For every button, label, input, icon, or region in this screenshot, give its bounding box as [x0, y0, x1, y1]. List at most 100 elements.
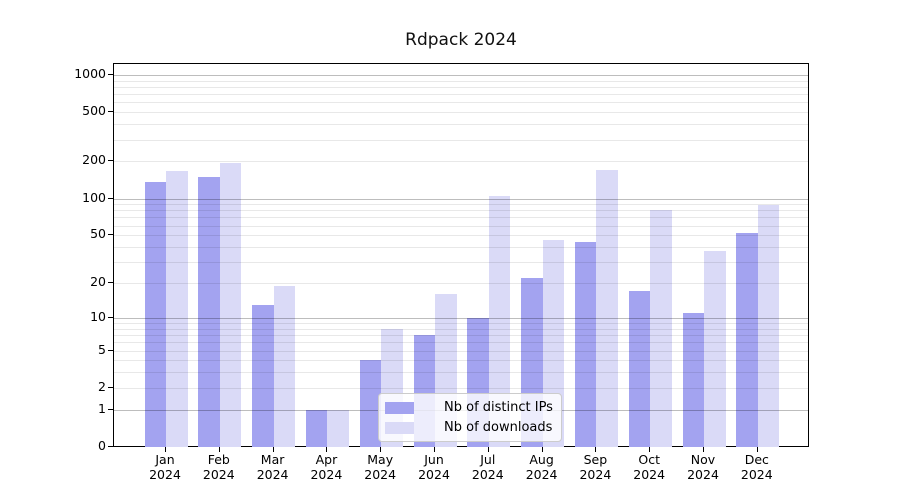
bar-downloads-jul: [488, 196, 511, 447]
legend-label: Nb of downloads: [444, 420, 553, 435]
minor-gridline: [114, 360, 808, 362]
bar-distinct-ips-sep: [574, 242, 597, 447]
minor-gridline: [114, 350, 808, 352]
minor-gridline: [114, 328, 808, 330]
x-tick-month: Jun: [424, 452, 444, 467]
minor-gridline: [114, 102, 808, 104]
bar-distinct-ips-mar: [252, 304, 274, 447]
y-tick-label: 200: [82, 152, 106, 168]
y-tick-mark: [108, 408, 113, 410]
y-tick-label: 20: [90, 274, 106, 289]
x-tick-month: Nov: [690, 452, 716, 467]
minor-gridline: [114, 86, 808, 88]
x-tick-mark: [380, 447, 382, 452]
bar-downloads-jan: [166, 170, 188, 447]
x-tick-mark: [756, 447, 758, 452]
bar-downloads-oct: [650, 210, 672, 447]
x-tick-mark: [272, 447, 274, 452]
minor-gridline: [114, 124, 808, 126]
y-tick-mark: [108, 282, 113, 283]
bar-downloads-apr: [327, 409, 349, 447]
x-tick-year: 2024: [740, 467, 773, 482]
y-tick-label: 1: [98, 400, 106, 416]
bar-distinct-ips-nov: [682, 313, 704, 447]
x-tick-mark: [326, 447, 328, 452]
x-tick-year: 2024: [149, 467, 181, 482]
minor-gridline: [114, 387, 808, 389]
y-tick-mark: [108, 111, 113, 113]
y-tick-mark: [108, 446, 113, 447]
bar-distinct-ips-jan: [144, 182, 166, 447]
x-tick-month: Dec: [744, 452, 769, 467]
bar-distinct-ips-may: [359, 360, 382, 447]
y-tick-mark: [108, 386, 113, 388]
minor-gridline: [114, 80, 808, 82]
x-tick-month: Sep: [583, 452, 608, 467]
x-tick-month: Jan: [155, 452, 175, 467]
x-tick-mark: [649, 447, 651, 452]
x-tick-month: Mar: [260, 452, 285, 467]
bar-downloads-dec: [757, 205, 780, 447]
x-tick-year: 2024: [471, 467, 504, 482]
minor-gridline: [114, 235, 808, 237]
legend-item: Nb of distinct IPs: [385, 399, 553, 416]
legend-swatch-downloads-icon: [385, 421, 414, 434]
x-tick-label: Jun 2024: [402, 452, 466, 482]
x-tick-label: Mar 2024: [241, 452, 305, 482]
y-tick-label: 10: [90, 308, 106, 324]
x-tick-label: Sep 2024: [563, 452, 627, 482]
y-tick-mark: [108, 197, 113, 199]
x-tick-mark: [434, 447, 435, 452]
x-tick-label: Feb 2024: [187, 452, 251, 482]
x-tick-year: 2024: [525, 467, 558, 482]
legend-item: Nb of downloads: [385, 419, 553, 436]
minor-gridline: [114, 161, 808, 163]
minor-gridline: [114, 112, 808, 114]
x-tick-month: Apr: [315, 452, 338, 467]
x-tick-label: Jul 2024: [456, 452, 520, 482]
bar-distinct-ips-oct: [628, 291, 651, 447]
minor-gridline: [114, 247, 808, 248]
x-tick-year: 2024: [687, 467, 719, 482]
y-tick-label: 2: [98, 378, 106, 394]
bar-downloads-sep: [596, 170, 618, 447]
x-tick-year: 2024: [579, 467, 612, 482]
x-tick-month: Aug: [529, 452, 554, 467]
legend-label: Nb of distinct IPs: [444, 400, 553, 415]
y-tick-label: 5: [98, 341, 106, 357]
x-tick-mark: [541, 447, 543, 452]
major-gridline: [114, 198, 808, 200]
minor-gridline: [114, 262, 808, 264]
x-tick-month: May: [367, 452, 394, 467]
y-tick-mark: [108, 349, 113, 351]
y-tick-mark: [108, 316, 113, 318]
x-tick-label: Apr 2024: [294, 452, 358, 482]
x-tick-month: Jul: [480, 452, 496, 467]
minor-gridline: [114, 335, 808, 336]
x-tick-mark: [703, 447, 704, 452]
x-tick-year: 2024: [202, 467, 235, 482]
major-gridline: [114, 74, 808, 76]
plot-area: [113, 63, 809, 447]
x-tick-mark: [165, 447, 166, 452]
y-tick-label: 50: [90, 226, 106, 242]
x-tick-month: Oct: [638, 452, 660, 467]
x-tick-label: Jan 2024: [133, 452, 197, 482]
bar-distinct-ips-feb: [198, 176, 220, 447]
bar-downloads-mar: [273, 285, 296, 447]
x-tick-label: Nov 2024: [671, 452, 735, 482]
x-tick-mark: [218, 447, 220, 452]
y-tick-label: 0: [98, 438, 106, 453]
x-tick-mark: [595, 447, 597, 452]
x-tick-month: Feb: [207, 452, 230, 467]
x-tick-year: 2024: [633, 467, 666, 482]
minor-gridline: [114, 210, 808, 212]
minor-gridline: [114, 217, 808, 219]
x-tick-label: Aug 2024: [510, 452, 574, 482]
x-tick-label: May 2024: [348, 452, 412, 482]
minor-gridline: [114, 94, 808, 96]
minor-gridline: [114, 204, 808, 206]
bar-distinct-ips-dec: [736, 233, 758, 447]
x-tick-label: Dec 2024: [725, 452, 789, 482]
